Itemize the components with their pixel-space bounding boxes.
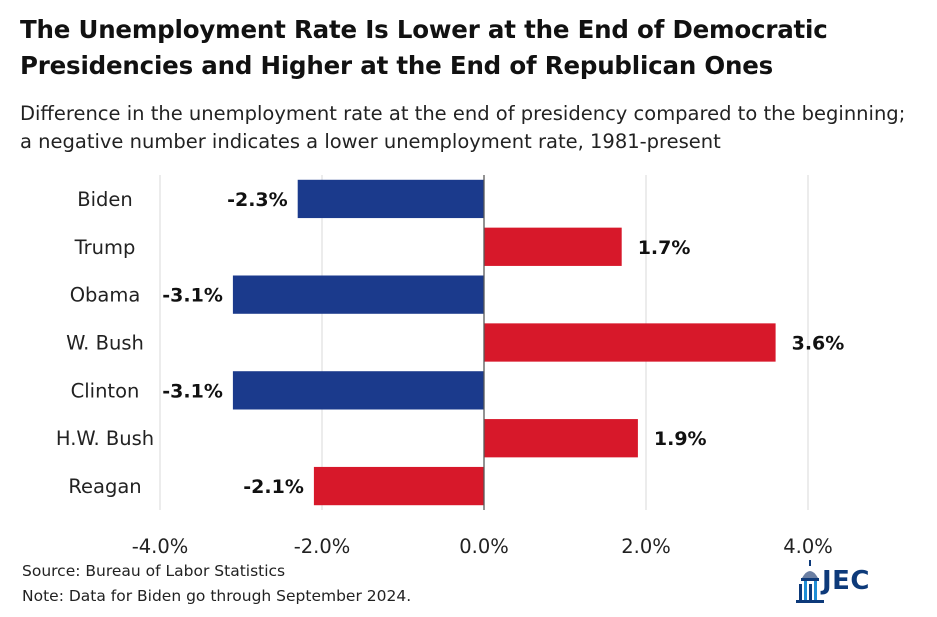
value-label-0: -2.3% bbox=[227, 189, 288, 211]
bar-chart: Biden Trump Obama W. Bush Clinton H.W. Bush Re… bbox=[56, 175, 844, 558]
category-label-2: Obama bbox=[70, 284, 141, 307]
category-label-0: Biden bbox=[77, 188, 133, 211]
logo-text: JEC bbox=[822, 566, 871, 596]
bar-1 bbox=[484, 227, 622, 266]
x-tick-label-4: 4.0% bbox=[783, 535, 833, 558]
category-label-1: Trump bbox=[74, 236, 136, 259]
category-label-3: W. Bush bbox=[66, 332, 144, 355]
category-labels: Biden Trump Obama W. Bush Clinton H.W. Bush Re… bbox=[56, 188, 154, 498]
x-tick-label-1: -2.0% bbox=[294, 535, 351, 558]
value-label-4: -3.1% bbox=[162, 380, 223, 402]
x-tick-label-3: 2.0% bbox=[621, 535, 671, 558]
x-tick-label-0: -4.0% bbox=[132, 535, 189, 558]
category-label-4: Clinton bbox=[71, 379, 140, 402]
x-tick-label-2: 0.0% bbox=[459, 535, 509, 558]
jec-logo: JEC bbox=[796, 560, 916, 604]
bar-2 bbox=[232, 275, 484, 314]
bar-3 bbox=[484, 323, 776, 362]
chart-subtitle: Difference in the unemployment rate at t… bbox=[20, 102, 906, 153]
bar-0 bbox=[297, 179, 484, 219]
value-label-3: 3.6% bbox=[792, 333, 845, 355]
bar-5 bbox=[484, 419, 638, 458]
value-label-2: -3.1% bbox=[162, 285, 223, 307]
source-note: Source: Bureau of Labor Statistics bbox=[22, 562, 286, 580]
capitol-icon bbox=[796, 560, 824, 603]
value-labels: -2.3% 1.7% -3.1% 3.6% -3.1% 1.9% -2.1% bbox=[162, 189, 844, 498]
value-label-5: 1.9% bbox=[654, 428, 707, 450]
category-label-6: Reagan bbox=[68, 475, 141, 498]
x-tick-labels: -4.0% -2.0% 0.0% 2.0% 4.0% bbox=[132, 535, 833, 558]
bar-6 bbox=[313, 466, 484, 506]
value-label-1: 1.7% bbox=[638, 237, 691, 259]
bars bbox=[232, 179, 776, 506]
bar-4 bbox=[232, 371, 484, 410]
chart-title: The Unemployment Rate Is Lower at the En… bbox=[20, 15, 828, 80]
category-label-5: H.W. Bush bbox=[56, 427, 154, 450]
data-note: Note: Data for Biden go through Septembe… bbox=[22, 587, 412, 605]
value-label-6: -2.1% bbox=[243, 476, 304, 498]
